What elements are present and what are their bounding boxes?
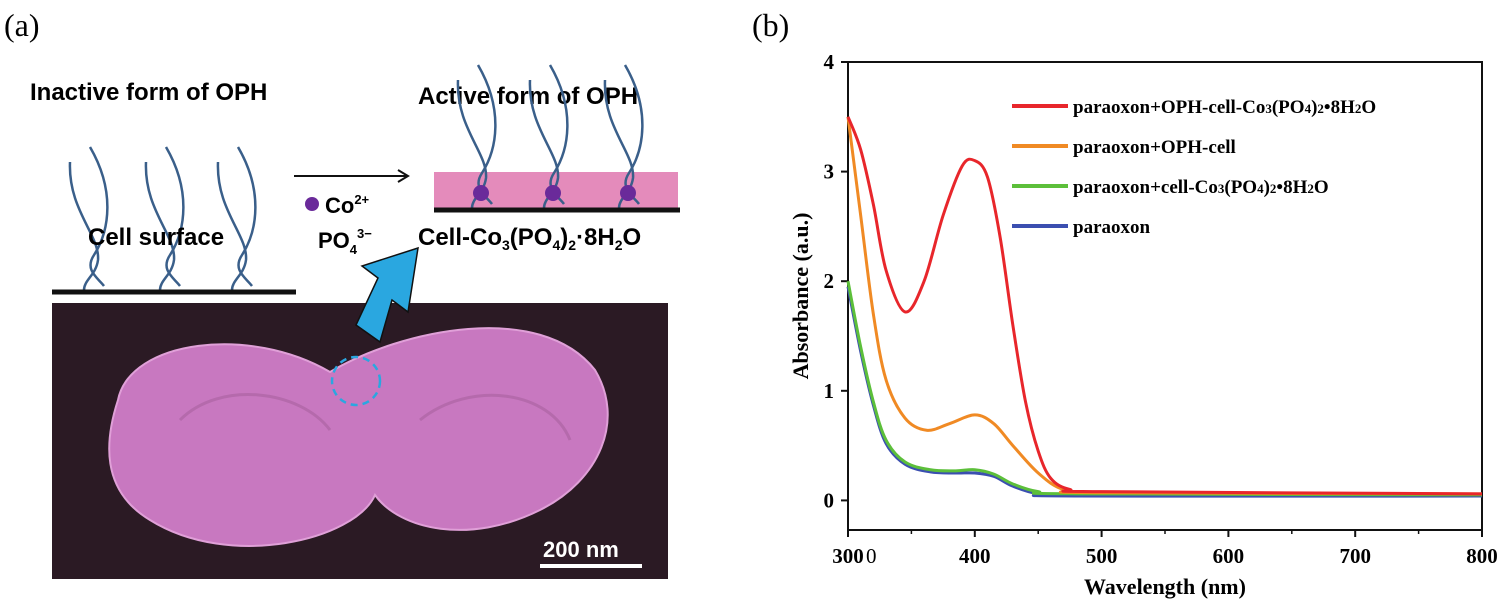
legend-entry: paraoxon+OPH-cell-Co3(PO4)2•8H2O <box>1073 97 1376 118</box>
enzyme-strand <box>236 146 257 287</box>
legend-entry: paraoxon+OPH-cell <box>1073 137 1236 158</box>
product-label: Cell-Co3(PO4)2·8H2O <box>418 224 641 253</box>
legend-entry: paraoxon <box>1073 217 1151 238</box>
y-tick-label: 1 <box>824 379 835 403</box>
legend-entry: paraoxon+cell-Co3(PO4)2•8H2O <box>1073 177 1329 198</box>
inactive-enzyme-strands <box>68 146 257 291</box>
x-tick-label: 700 <box>1339 544 1371 568</box>
arrow-head-icon <box>397 169 410 183</box>
y-tick-label: 2 <box>824 269 835 293</box>
stray-tick-glyph: 0 <box>866 544 877 568</box>
x-tick-label: 600 <box>1213 544 1245 568</box>
plot-frame <box>847 61 1483 531</box>
x-tick-label: 300 <box>832 544 864 568</box>
cobalt-ion-icon <box>620 185 636 201</box>
active-title: Active form of OPH <box>418 83 638 110</box>
zoom-arrow-icon <box>355 246 419 344</box>
y-tick-label: 3 <box>824 160 835 184</box>
panel-b-label: (b) <box>752 7 789 43</box>
enzyme-strand <box>88 146 109 287</box>
subscript: 2 <box>615 237 623 253</box>
cell-surface-label: Cell surface <box>88 224 224 251</box>
x-tick-label: 500 <box>1086 544 1118 568</box>
x-axis-label: Wavelength (nm) <box>1084 574 1246 599</box>
y-tick-label: 0 <box>824 488 835 512</box>
cell-micrograph <box>108 327 609 547</box>
series-line-paraoxon-oph-cell-co3-po4-2-8h2o <box>846 116 1483 496</box>
series-line-paraoxon-cell-co3-po4-2-8h2o <box>846 280 1483 497</box>
enzyme-strand <box>68 161 100 291</box>
enzyme-strand <box>164 146 185 287</box>
y-tick-label: 4 <box>824 50 835 74</box>
active-enzyme-strands <box>456 64 644 209</box>
reagent-po4: PO43− <box>318 226 372 257</box>
series-line-paraoxon-oph-cell <box>846 116 1483 496</box>
subscript: 4 <box>552 237 560 253</box>
enzyme-strand <box>144 161 176 291</box>
scale-bar-label: 200 nm <box>543 537 619 562</box>
panel-a-label: (a) <box>4 7 40 43</box>
series-line-paraoxon <box>846 286 1483 498</box>
absorbance-chart: 300 400 500 600 700 800 0 0 1 2 3 4 Wavelength (nm) A… <box>788 50 1498 599</box>
cobalt-ion-icon <box>545 185 561 201</box>
subscript: 2 <box>568 237 576 253</box>
highlight-circle <box>330 355 382 407</box>
x-tick-label: 400 <box>959 544 991 568</box>
subscript: 3 <box>502 237 510 253</box>
cobalt-ion-icon <box>305 197 319 211</box>
reagent-co: Co2+ <box>325 192 370 218</box>
cobalt-ion-icon <box>473 185 489 201</box>
x-tick-label: 800 <box>1466 544 1498 568</box>
y-axis-label: Absorbance (a.u.) <box>788 213 813 380</box>
inactive-title: Inactive form of OPH <box>30 79 267 106</box>
enzyme-strand <box>216 161 248 291</box>
